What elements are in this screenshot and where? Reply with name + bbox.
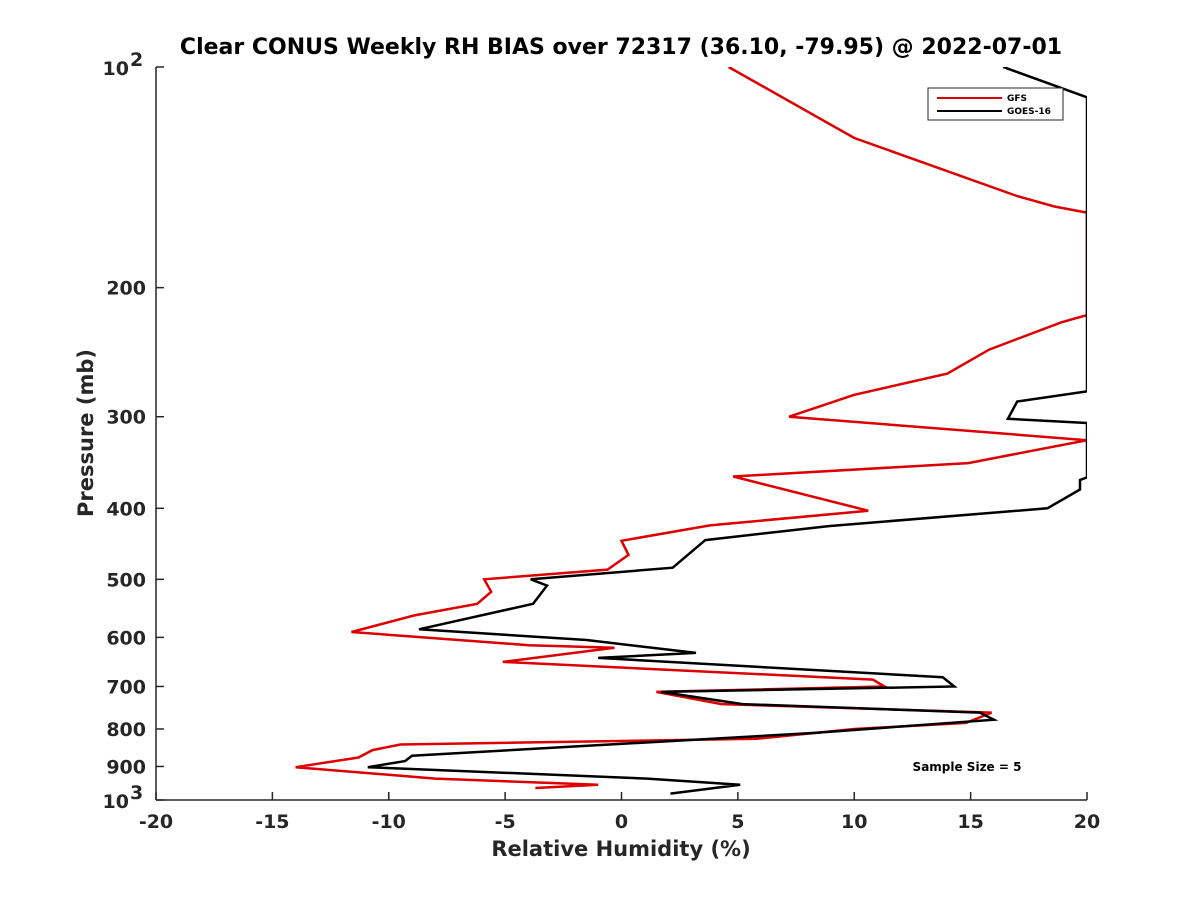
y-tick-label: 300 xyxy=(106,407,146,429)
x-tick-label: 5 xyxy=(731,811,744,833)
y-tick-exponent: 2 xyxy=(130,49,143,71)
y-tick-exponent: 3 xyxy=(130,782,143,804)
y-tick-label: 800 xyxy=(106,719,146,741)
series-line-0 xyxy=(295,67,1087,790)
x-tick-label: 0 xyxy=(615,811,628,833)
x-tick-label: 20 xyxy=(1074,811,1100,833)
x-tick-label: -20 xyxy=(139,811,173,833)
series-line-1 xyxy=(367,67,1087,795)
x-ticks: -20 -15 -10 -5 0 5 10 15 20 xyxy=(139,792,1100,833)
x-tick-label: -10 xyxy=(372,811,406,833)
chart-title: Clear CONUS Weekly RH BIAS over 72317 (3… xyxy=(180,35,1062,60)
legend-label-gfs: GFS xyxy=(1007,94,1027,104)
y-tick-label: 600 xyxy=(106,627,146,649)
y-tick-label: 500 xyxy=(106,569,146,591)
legend: GFS GOES-16 xyxy=(927,87,1064,121)
y-tick-label: 10 xyxy=(103,791,129,813)
y-tick-label: 200 xyxy=(106,278,146,300)
x-tick-label: -15 xyxy=(255,811,289,833)
x-tick-label: 15 xyxy=(957,811,983,833)
y-tick-label: 700 xyxy=(106,676,146,698)
y-tick-label: 900 xyxy=(106,756,146,778)
legend-box xyxy=(927,87,1064,121)
legend-label-goes16: GOES-16 xyxy=(1007,107,1051,117)
y-axis-label: Pressure (mb) xyxy=(74,349,98,517)
series-layer xyxy=(295,67,1087,795)
y-tick-label: 400 xyxy=(106,498,146,520)
sample-size-annotation: Sample Size = 5 xyxy=(913,760,1022,774)
axes xyxy=(155,67,1087,801)
x-tick-label: -5 xyxy=(495,811,516,833)
y-tick-label: 10 xyxy=(103,58,129,80)
x-axis-label: Relative Humidity (%) xyxy=(491,837,750,861)
x-tick-label: 10 xyxy=(841,811,867,833)
